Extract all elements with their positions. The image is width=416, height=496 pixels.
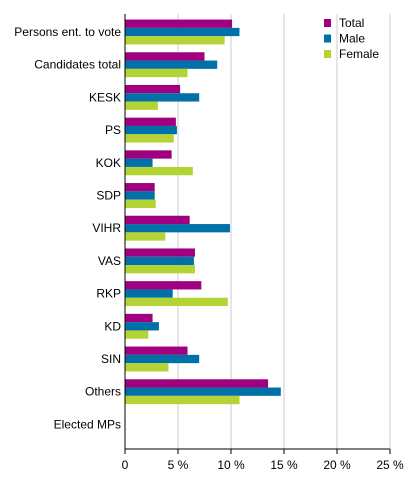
legend-swatch-female [324,50,331,58]
bar-male [125,289,173,298]
bar-total [125,84,181,94]
bar-female [125,166,193,176]
bar-male [125,354,200,364]
bar-total [125,346,188,355]
category-label: SIN [101,352,121,366]
bar-female [125,297,228,307]
bar-total [125,150,172,159]
bar-female [125,395,240,405]
bar-male [125,60,218,69]
x-tick-label: 5 % [168,458,189,472]
bar-female [125,199,156,208]
bar-total [125,215,190,225]
category-label: RKP [96,287,121,301]
bar-male [125,93,200,102]
category-label: Persons ent. to vote [14,25,121,39]
bar-total [125,248,195,257]
bar-male [125,224,230,233]
axes: Persons ent. to vote Candidates total KESK… [14,14,404,472]
x-tick-label: 10 % [217,458,245,472]
bar-female [125,68,188,78]
bar-total [125,379,269,388]
grid-lines [177,14,391,449]
bar-female [125,36,225,45]
bar-female [125,134,174,143]
legend-label-total: Total [339,16,364,30]
bar-male [125,256,194,266]
legend-label-male: Male [339,32,365,46]
bar-male [125,387,281,396]
category-label: Others [85,385,121,399]
category-label: Elected MPs [54,417,121,431]
bar-male [125,27,240,37]
bars [125,19,281,405]
category-label: PS [105,123,121,137]
category-label: VAS [98,254,121,268]
bar-total [125,52,205,61]
category-label: Candidates total [34,58,121,72]
bar-female [125,101,158,110]
bar-female [125,330,149,339]
category-label: KOK [96,156,121,170]
bar-female [125,265,195,274]
bar-total [125,19,233,28]
bar-female [125,232,166,241]
category-label: VIHR [92,221,121,235]
bar-total [125,183,155,192]
category-label: SDP [96,189,121,203]
legend-swatch-male [324,34,331,43]
bar-total [125,281,202,290]
legend-swatch-total [324,19,331,27]
bar-total [125,117,176,126]
x-tick-label: 0 [122,458,129,472]
legend-label-female: Female [339,47,379,61]
category-label: KESK [89,90,121,104]
x-tick-label: 15 % [270,458,298,472]
bar-total [125,313,153,323]
bar-male [125,322,159,331]
category-label: KD [104,319,121,333]
x-tick-label: 25 % [376,458,404,472]
bar-male [125,158,153,167]
bar-male [125,125,177,135]
x-tick-label: 20 % [323,458,351,472]
bar-female [125,363,169,372]
bar-male [125,191,155,200]
